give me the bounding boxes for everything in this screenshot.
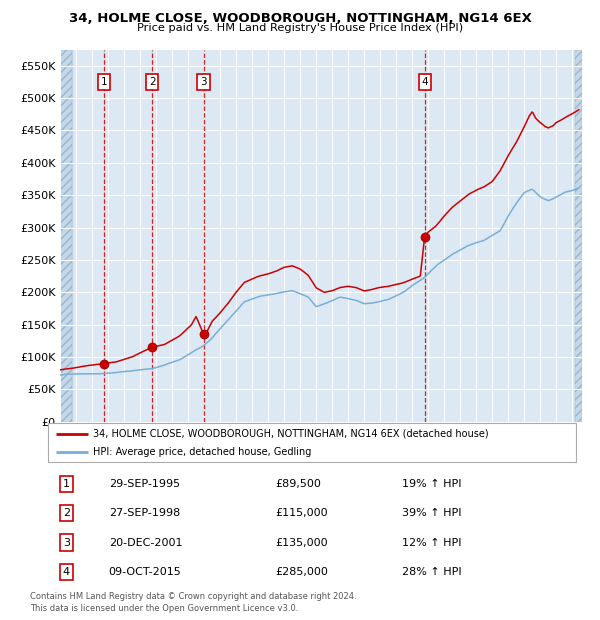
Text: Price paid vs. HM Land Registry's House Price Index (HPI): Price paid vs. HM Land Registry's House … (137, 23, 463, 33)
Text: 34, HOLME CLOSE, WOODBOROUGH, NOTTINGHAM, NG14 6EX (detached house): 34, HOLME CLOSE, WOODBOROUGH, NOTTINGHAM… (93, 429, 488, 439)
Text: 39% ↑ HPI: 39% ↑ HPI (402, 508, 461, 518)
Bar (575, 50, 582, 422)
Text: 3: 3 (63, 538, 70, 547)
Text: HPI: Average price, detached house, Gedling: HPI: Average price, detached house, Gedl… (93, 446, 311, 456)
Text: £285,000: £285,000 (275, 567, 328, 577)
Text: £115,000: £115,000 (275, 508, 328, 518)
Bar (60, 50, 72, 422)
Text: £89,500: £89,500 (275, 479, 321, 489)
Text: Contains HM Land Registry data © Crown copyright and database right 2024.: Contains HM Land Registry data © Crown c… (30, 592, 356, 601)
Bar (60, 50, 72, 422)
Text: 2: 2 (63, 508, 70, 518)
Text: 4: 4 (63, 567, 70, 577)
Text: 1: 1 (101, 77, 107, 87)
Text: 29-SEP-1995: 29-SEP-1995 (109, 479, 180, 489)
Text: £135,000: £135,000 (275, 538, 328, 547)
Text: 28% ↑ HPI: 28% ↑ HPI (402, 567, 461, 577)
Text: 4: 4 (421, 77, 428, 87)
Text: 12% ↑ HPI: 12% ↑ HPI (402, 538, 461, 547)
Text: 1: 1 (63, 479, 70, 489)
Text: 27-SEP-1998: 27-SEP-1998 (109, 508, 180, 518)
FancyBboxPatch shape (48, 423, 576, 462)
Text: This data is licensed under the Open Government Licence v3.0.: This data is licensed under the Open Gov… (30, 603, 298, 613)
Text: 09-OCT-2015: 09-OCT-2015 (109, 567, 181, 577)
Text: 3: 3 (200, 77, 207, 87)
Bar (575, 50, 582, 422)
Text: 2: 2 (149, 77, 155, 87)
Text: 19% ↑ HPI: 19% ↑ HPI (402, 479, 461, 489)
Text: 20-DEC-2001: 20-DEC-2001 (109, 538, 182, 547)
Text: 34, HOLME CLOSE, WOODBOROUGH, NOTTINGHAM, NG14 6EX: 34, HOLME CLOSE, WOODBOROUGH, NOTTINGHAM… (68, 12, 532, 25)
